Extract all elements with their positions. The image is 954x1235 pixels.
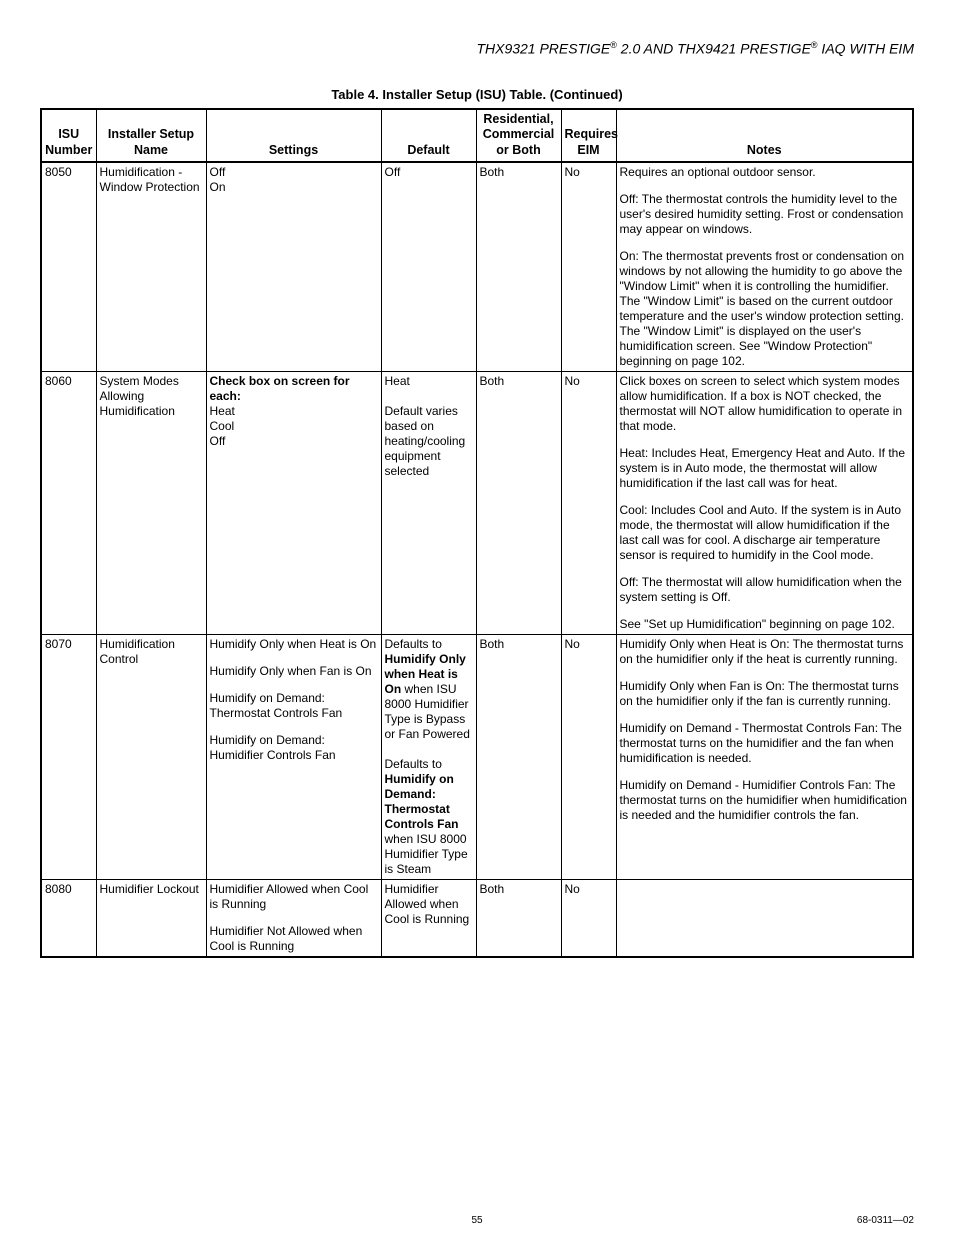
cell-installer-setup-name: System Modes Allowing Humidification: [96, 371, 206, 634]
cell-requires-eim: No: [561, 371, 616, 634]
cell-settings: OffOn: [206, 162, 381, 372]
table-row: 8060System Modes Allowing Humidification…: [41, 371, 913, 634]
cell-default: Defaults to Humidify Only when Heat is O…: [381, 634, 476, 879]
cell-scope: Both: [476, 162, 561, 372]
cell-notes: Humidify Only when Heat is On: The therm…: [616, 634, 913, 879]
cell-requires-eim: No: [561, 162, 616, 372]
isu-table-head: ISU Number Installer Setup Name Settings…: [41, 109, 913, 162]
table-row: 8080Humidifier LockoutHumidifier Allowed…: [41, 879, 913, 957]
table-row: 8070Humidification ControlHumidify Only …: [41, 634, 913, 879]
cell-scope: Both: [476, 879, 561, 957]
col-notes: Notes: [616, 109, 913, 162]
col-requires-eim: Requires EIM: [561, 109, 616, 162]
cell-isu-number: 8070: [41, 634, 96, 879]
col-default: Default: [381, 109, 476, 162]
cell-isu-number: 8080: [41, 879, 96, 957]
page-number: 55: [471, 1215, 482, 1226]
cell-requires-eim: No: [561, 879, 616, 957]
cell-scope: Both: [476, 634, 561, 879]
cell-installer-setup-name: Humidifier Lockout: [96, 879, 206, 957]
col-isu-number: ISU Number: [41, 109, 96, 162]
cell-isu-number: 8060: [41, 371, 96, 634]
cell-notes: Requires an optional outdoor sensor.Off:…: [616, 162, 913, 372]
cell-installer-setup-name: Humidification Control: [96, 634, 206, 879]
cell-default: Off: [381, 162, 476, 372]
cell-notes: [616, 879, 913, 957]
cell-isu-number: 8050: [41, 162, 96, 372]
col-settings: Settings: [206, 109, 381, 162]
doc-number: 68-0311—02: [857, 1215, 914, 1226]
cell-settings: Humidifier Allowed when Cool is RunningH…: [206, 879, 381, 957]
col-installer-setup-name: Installer Setup Name: [96, 109, 206, 162]
cell-notes: Click boxes on screen to select which sy…: [616, 371, 913, 634]
cell-requires-eim: No: [561, 634, 616, 879]
isu-table: ISU Number Installer Setup Name Settings…: [40, 108, 914, 958]
table-caption: Table 4. Installer Setup (ISU) Table. (C…: [40, 87, 914, 102]
page-header: THX9321 PRESTIGE® 2.0 AND THX9421 PRESTI…: [40, 40, 914, 57]
cell-installer-setup-name: Humidification - Window Protection: [96, 162, 206, 372]
cell-settings: Check box on screen for each:HeatCoolOff: [206, 371, 381, 634]
cell-default: HeatDefault varies based on heating/cool…: [381, 371, 476, 634]
table-row: 8050Humidification - Window ProtectionOf…: [41, 162, 913, 372]
col-scope: Residential, Commercial or Both: [476, 109, 561, 162]
isu-table-body: 8050Humidification - Window ProtectionOf…: [41, 162, 913, 957]
cell-default: Humidifier Allowed when Cool is Running: [381, 879, 476, 957]
cell-settings: Humidify Only when Heat is OnHumidify On…: [206, 634, 381, 879]
cell-scope: Both: [476, 371, 561, 634]
